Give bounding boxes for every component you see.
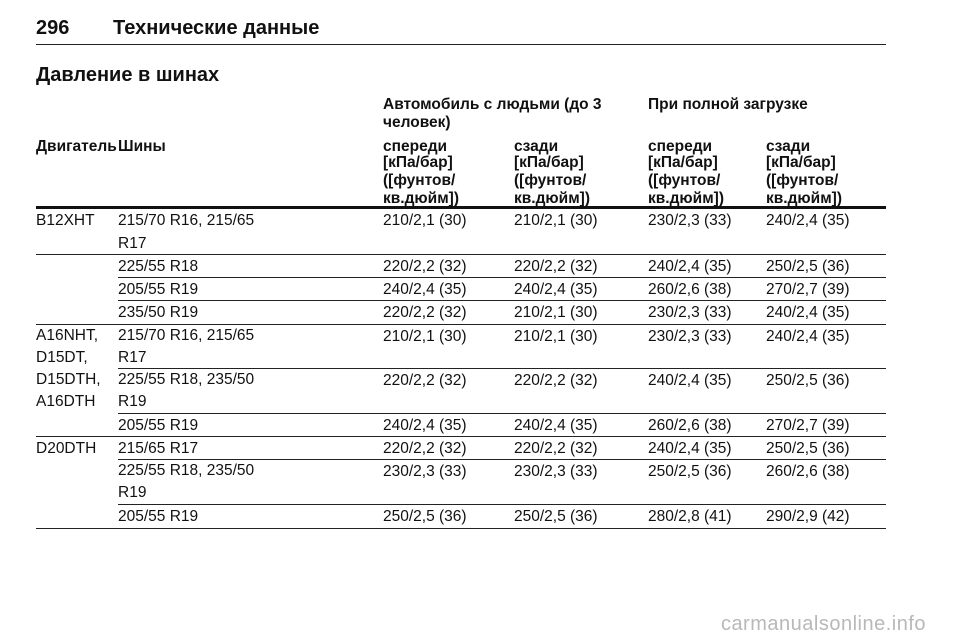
value-cell: 240/2,4 (35) xyxy=(383,281,467,298)
col-header-tyres: Шины xyxy=(118,138,166,155)
tyres-cell: 205/55 R19 xyxy=(118,281,199,298)
tyres-cell: 215/70 R16, 215/65 R17 xyxy=(118,212,255,252)
value-cell: 240/2,4 (35) xyxy=(766,212,850,229)
value-cell: 220/2,2 (32) xyxy=(514,372,598,389)
watermark: carmanualsonline.info xyxy=(720,613,926,635)
value-cell: 250/2,5 (36) xyxy=(766,440,850,457)
table-row: 205/55 R19 240/2,4 (35) 240/2,4 (35) 260… xyxy=(36,278,886,300)
group-header-full-load: При полной загрузке xyxy=(648,96,808,113)
table-row: D20DTH 215/65 R17 220/2,2 (32) 220/2,2 (… xyxy=(36,437,886,459)
tyres-cell: 205/55 R19 xyxy=(118,417,199,434)
unit-label-1: [кПа/бар] ([фунтов/ кв.дюйм]) xyxy=(383,154,459,207)
col-header-front-normal: спереди xyxy=(383,138,448,155)
col-header-front-full: спереди xyxy=(648,138,713,155)
engine-cell: D20DTH xyxy=(36,440,97,457)
value-cell: 230/2,3 (33) xyxy=(514,463,598,480)
value-cell: 210/2,1 (30) xyxy=(514,212,598,229)
value-cell: 250/2,5 (36) xyxy=(514,508,598,525)
table-row: B12XHT 215/70 R16, 215/65 R17 210/2,1 (3… xyxy=(36,209,886,255)
value-cell: 220/2,2 (32) xyxy=(383,258,467,275)
engine-cell: B12XHT xyxy=(36,212,95,229)
value-cell: 210/2,1 (30) xyxy=(514,328,598,345)
value-cell: 220/2,2 (32) xyxy=(514,440,598,457)
col-header-engine: Двигатель xyxy=(36,138,117,155)
value-cell: 240/2,4 (35) xyxy=(648,440,732,457)
tyres-cell: 205/55 R19 xyxy=(118,508,199,525)
value-cell: 230/2,3 (33) xyxy=(648,212,732,229)
unit-label-2: [кПа/бар] ([фунтов/ кв.дюйм]) xyxy=(514,154,590,207)
value-cell: 250/2,5 (36) xyxy=(766,372,850,389)
value-cell: 250/2,5 (36) xyxy=(383,508,467,525)
value-cell: 220/2,2 (32) xyxy=(383,372,467,389)
value-cell: 210/2,1 (30) xyxy=(383,328,467,345)
table-row-group: A16NHT, D15DT, D15DTH, A16DTH 215/70 R16… xyxy=(36,325,886,413)
value-cell: 260/2,6 (38) xyxy=(648,281,732,298)
value-cell: 210/2,1 (30) xyxy=(514,304,598,321)
table-row: 205/55 R19 240/2,4 (35) 240/2,4 (35) 260… xyxy=(36,414,886,436)
value-cell: 240/2,4 (35) xyxy=(766,304,850,321)
unit-label-4: [кПа/бар] ([фунтов/ кв.дюйм]) xyxy=(766,154,842,207)
engine-line-1: A16NHT, D15DT, xyxy=(36,327,99,366)
value-cell: 220/2,2 (32) xyxy=(383,440,467,457)
group-header-with-people: Автомобиль с людьми (до 3 человек) xyxy=(383,96,602,131)
value-cell: 260/2,6 (38) xyxy=(648,417,732,434)
tyres-cell: 225/55 R18, 235/50 R19 xyxy=(118,462,255,501)
tyres-cell: 215/70 R16, 215/65 R17 xyxy=(118,327,255,366)
value-cell: 230/2,3 (33) xyxy=(648,304,732,321)
value-cell: 270/2,7 (39) xyxy=(766,417,850,434)
value-cell: 260/2,6 (38) xyxy=(766,463,850,480)
value-cell: 240/2,4 (35) xyxy=(766,328,850,345)
engine-cell: A16NHT, D15DT, D15DTH, A16DTH xyxy=(36,325,114,413)
value-cell: 230/2,3 (33) xyxy=(648,328,732,345)
tyres-cell: 215/65 R17 xyxy=(118,440,199,457)
table-row: 225/55 R18, 235/50 R19 230/2,3 (33) 230/… xyxy=(36,460,886,504)
value-cell: 220/2,2 (32) xyxy=(514,258,598,275)
table-row: 205/55 R19 250/2,5 (36) 250/2,5 (36) 280… xyxy=(36,505,886,528)
value-cell: 250/2,5 (36) xyxy=(766,258,850,275)
value-cell: 210/2,1 (30) xyxy=(383,212,467,229)
value-cell: 230/2,3 (33) xyxy=(383,463,467,480)
tyres-cell: 225/55 R18, 235/50 R19 xyxy=(118,371,255,410)
value-cell: 240/2,4 (35) xyxy=(648,372,732,389)
value-cell: 250/2,5 (36) xyxy=(648,463,732,480)
col-header-rear-normal: сзади xyxy=(514,138,559,155)
value-cell: 290/2,9 (42) xyxy=(766,508,850,525)
page-number: 296 xyxy=(36,17,70,39)
value-cell: 240/2,4 (35) xyxy=(514,417,598,434)
table-row: 225/55 R18 220/2,2 (32) 220/2,2 (32) 240… xyxy=(36,255,886,277)
page-header: 296 Технические данные xyxy=(36,14,886,45)
value-cell: 220/2,2 (32) xyxy=(383,304,467,321)
section-title: Давление в шинах xyxy=(36,64,220,86)
col-header-rear-full: сзади xyxy=(766,138,811,155)
value-cell: 240/2,4 (35) xyxy=(514,281,598,298)
chapter-title: Технические данные xyxy=(113,17,320,39)
pressure-table-body: B12XHT 215/70 R16, 215/65 R17 210/2,1 (3… xyxy=(36,209,886,529)
header-rule xyxy=(36,206,886,209)
unit-label-3: [кПа/бар] ([фунтов/ кв.дюйм]) xyxy=(648,154,724,207)
value-cell: 280/2,8 (41) xyxy=(648,508,732,525)
table-row: 235/50 R19 220/2,2 (32) 210/2,1 (30) 230… xyxy=(36,301,886,324)
value-cell: 240/2,4 (35) xyxy=(383,417,467,434)
tyres-cell: 225/55 R18 xyxy=(118,258,199,275)
tyres-cell: 235/50 R19 xyxy=(118,304,199,321)
value-cell: 240/2,4 (35) xyxy=(648,258,732,275)
value-cell: 270/2,7 (39) xyxy=(766,281,850,298)
engine-line-2: D15DTH, A16DTH xyxy=(36,371,101,410)
